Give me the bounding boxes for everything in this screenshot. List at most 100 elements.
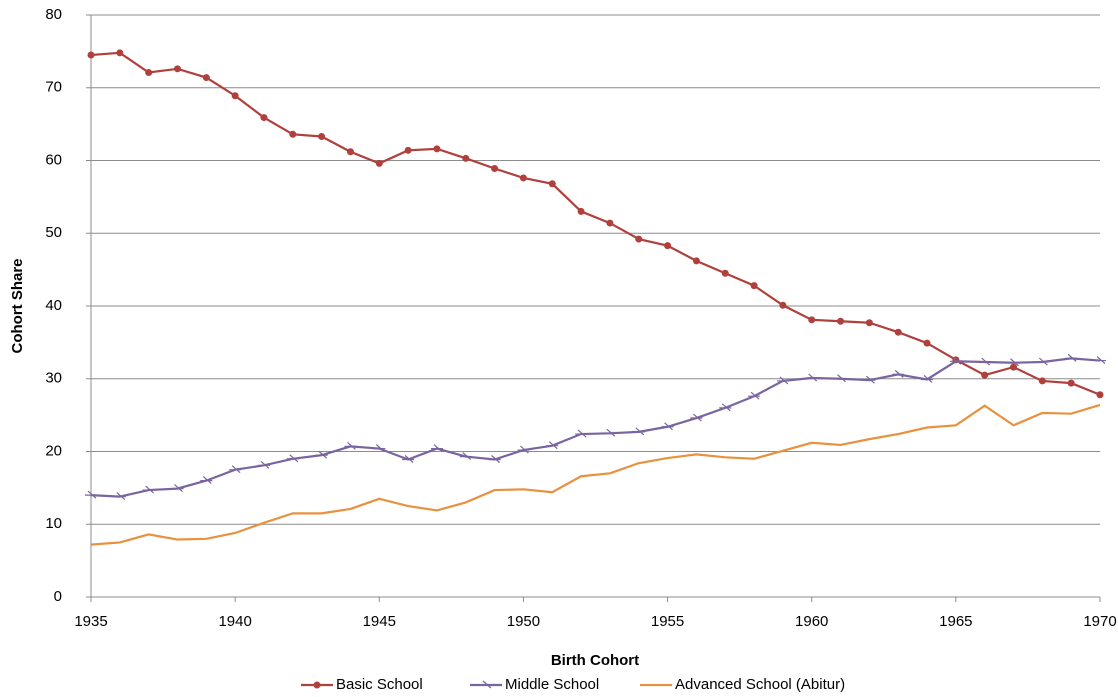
point xyxy=(776,376,789,385)
point xyxy=(202,74,210,82)
point xyxy=(546,441,559,450)
point xyxy=(863,375,876,384)
point xyxy=(748,391,761,400)
point xyxy=(690,413,703,422)
point xyxy=(87,51,95,59)
x-axis-title: Birth Cohort xyxy=(551,652,639,669)
point xyxy=(635,235,643,243)
point xyxy=(404,146,412,154)
y-tick-label: 40 xyxy=(45,297,62,314)
point xyxy=(1065,353,1078,362)
point xyxy=(837,317,845,325)
legend-label: Middle School xyxy=(505,676,599,693)
point xyxy=(692,257,700,265)
y-tick-label: 80 xyxy=(45,6,62,23)
point xyxy=(142,485,155,494)
legend-label: Basic School xyxy=(336,676,423,693)
point xyxy=(519,174,527,182)
point xyxy=(85,490,97,499)
point xyxy=(892,369,905,378)
legend-label: Advanced School (Abitur) xyxy=(675,676,845,693)
point xyxy=(664,242,672,250)
point xyxy=(779,301,787,309)
point xyxy=(750,282,758,290)
point xyxy=(289,130,297,138)
point xyxy=(834,374,847,383)
point xyxy=(433,145,441,153)
y-tick-label: 10 xyxy=(45,515,62,532)
point xyxy=(981,371,989,379)
point xyxy=(1096,391,1104,399)
point xyxy=(921,375,934,383)
point xyxy=(491,165,499,173)
point xyxy=(661,422,674,431)
x-tick-label: 1950 xyxy=(507,613,540,630)
y-axis-title: Cohort Share xyxy=(9,258,26,353)
point xyxy=(344,441,357,450)
point xyxy=(719,403,732,412)
point xyxy=(373,444,386,453)
x-tick-label: 1945 xyxy=(363,613,396,630)
point xyxy=(1010,363,1018,371)
point xyxy=(260,114,268,122)
y-tick-label: 20 xyxy=(45,442,62,459)
point xyxy=(1067,379,1075,387)
point xyxy=(346,148,354,156)
x-tick-label: 1960 xyxy=(795,613,828,630)
point xyxy=(318,132,326,140)
point xyxy=(200,476,213,485)
point xyxy=(517,445,530,454)
series-line xyxy=(90,403,1101,546)
y-tick-label: 60 xyxy=(45,151,62,168)
series-line xyxy=(90,51,1101,396)
x-tick-label: 1955 xyxy=(651,613,684,630)
point xyxy=(632,427,645,436)
point xyxy=(116,49,124,57)
point xyxy=(286,454,299,463)
point xyxy=(171,484,184,493)
point xyxy=(375,159,383,167)
point xyxy=(1094,356,1106,365)
point xyxy=(1036,357,1049,366)
legend-marker xyxy=(313,681,321,689)
point xyxy=(257,460,270,469)
point xyxy=(315,450,328,459)
point xyxy=(949,356,962,365)
y-tick-label: 70 xyxy=(45,79,62,96)
x-tick-label: 1970 xyxy=(1083,613,1116,630)
legend-marker xyxy=(480,680,492,689)
y-tick-label: 0 xyxy=(54,588,62,605)
series-line xyxy=(90,357,1101,498)
point xyxy=(894,328,902,336)
point xyxy=(575,429,588,438)
point xyxy=(606,219,614,227)
point xyxy=(603,428,616,437)
point xyxy=(488,455,501,463)
point xyxy=(459,452,472,461)
x-tick-label: 1965 xyxy=(939,613,972,630)
point xyxy=(462,154,470,162)
y-tick-label: 30 xyxy=(45,370,62,387)
point xyxy=(721,269,729,277)
point xyxy=(548,180,556,188)
point xyxy=(229,465,242,474)
point xyxy=(430,444,443,453)
point xyxy=(978,357,991,366)
point xyxy=(865,319,873,327)
point xyxy=(805,373,818,382)
point xyxy=(577,207,585,215)
point xyxy=(402,455,415,463)
point xyxy=(808,316,816,324)
point xyxy=(1007,358,1020,367)
point xyxy=(923,339,931,347)
point xyxy=(231,92,239,100)
y-tick-label: 50 xyxy=(45,224,62,241)
point xyxy=(173,65,181,73)
point xyxy=(1038,377,1046,385)
x-tick-label: 1940 xyxy=(218,613,251,630)
point xyxy=(113,492,126,501)
point xyxy=(145,68,153,76)
x-tick-label: 1935 xyxy=(74,613,107,630)
